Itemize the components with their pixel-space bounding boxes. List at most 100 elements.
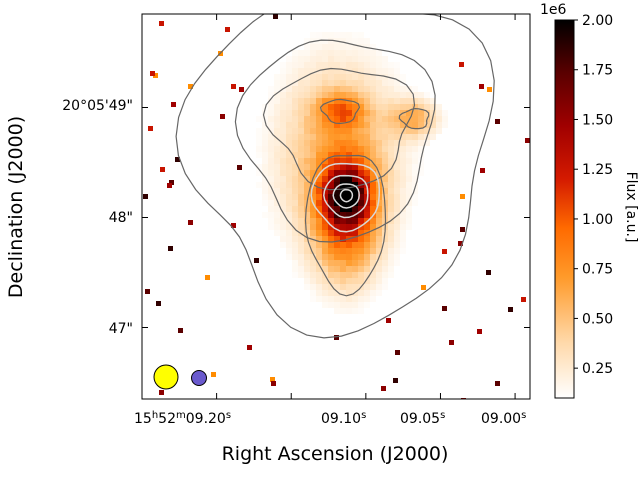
flux-pixel bbox=[352, 278, 358, 284]
flux-pixel bbox=[274, 74, 280, 80]
flux-pixel bbox=[340, 206, 346, 212]
flux-pixel bbox=[370, 236, 376, 242]
flux-pixel bbox=[316, 98, 322, 104]
flux-pixel bbox=[370, 74, 376, 80]
x-tick-label-09-20: 15h52m09.20s bbox=[134, 410, 231, 427]
flux-pixel bbox=[316, 122, 322, 128]
flux-pixel bbox=[310, 194, 316, 200]
flux-pixel bbox=[346, 164, 352, 170]
flux-pixel bbox=[400, 230, 406, 236]
flux-pixel bbox=[262, 164, 268, 170]
flux-pixel bbox=[322, 110, 328, 116]
flux-pixel bbox=[316, 260, 322, 266]
flux-pixel bbox=[340, 260, 346, 266]
flux-pixel bbox=[328, 158, 334, 164]
flux-pixel bbox=[388, 230, 394, 236]
flux-pixel bbox=[388, 182, 394, 188]
flux-pixel bbox=[346, 44, 352, 50]
colorbar-tick-label: 0.75 bbox=[582, 262, 613, 278]
flux-pixel bbox=[274, 128, 280, 134]
colorbar-tick-label: 1.50 bbox=[582, 112, 613, 128]
flux-pixel bbox=[352, 98, 358, 104]
flux-pixel bbox=[274, 134, 280, 140]
flux-pixel bbox=[340, 266, 346, 272]
flux-pixel bbox=[280, 164, 286, 170]
flux-pixel bbox=[334, 134, 340, 140]
flux-pixel bbox=[334, 152, 340, 158]
flux-pixel bbox=[382, 242, 388, 248]
flux-pixel bbox=[346, 134, 352, 140]
flux-pixel bbox=[382, 272, 388, 278]
flux-pixel bbox=[310, 224, 316, 230]
flux-pixel bbox=[298, 200, 304, 206]
flux-pixel bbox=[352, 194, 358, 200]
flux-pixel bbox=[370, 188, 376, 194]
flux-pixel bbox=[310, 146, 316, 152]
flux-pixel bbox=[352, 218, 358, 224]
flux-pixel bbox=[262, 110, 268, 116]
flux-pixel bbox=[412, 104, 418, 110]
flux-pixel bbox=[400, 104, 406, 110]
flux-pixel bbox=[352, 248, 358, 254]
flux-pixel bbox=[292, 212, 298, 218]
flux-pixel bbox=[364, 284, 370, 290]
flux-pixel bbox=[334, 176, 340, 182]
flux-pixel bbox=[358, 164, 364, 170]
flux-pixel bbox=[376, 230, 382, 236]
flux-pixel bbox=[340, 296, 346, 302]
flux-pixel bbox=[286, 80, 292, 86]
flux-pixel bbox=[412, 164, 418, 170]
flux-pixel bbox=[310, 104, 316, 110]
flux-pixel bbox=[334, 116, 340, 122]
flux-pixel bbox=[418, 110, 424, 116]
flux-pixel bbox=[340, 128, 346, 134]
flux-pixel bbox=[382, 116, 388, 122]
flux-pixel bbox=[352, 272, 358, 278]
flux-pixel bbox=[382, 284, 388, 290]
flux-pixel bbox=[334, 290, 340, 296]
flux-pixel bbox=[304, 218, 310, 224]
flux-pixel bbox=[346, 260, 352, 266]
beam-small bbox=[191, 370, 207, 386]
flux-pixel bbox=[310, 284, 316, 290]
flux-pixel bbox=[316, 176, 322, 182]
flux-pixel bbox=[328, 200, 334, 206]
flux-pixel bbox=[286, 188, 292, 194]
flux-pixel bbox=[268, 158, 274, 164]
flux-pixel bbox=[274, 140, 280, 146]
flux-pixel bbox=[430, 134, 436, 140]
flux-pixel bbox=[268, 170, 274, 176]
flux-pixel bbox=[304, 212, 310, 218]
flux-pixel bbox=[346, 140, 352, 146]
flux-pixel bbox=[364, 158, 370, 164]
flux-pixel bbox=[388, 122, 394, 128]
flux-pixel bbox=[298, 248, 304, 254]
flux-pixel bbox=[376, 116, 382, 122]
flux-pixel bbox=[370, 200, 376, 206]
flux-pixel bbox=[394, 176, 400, 182]
flux-pixel bbox=[394, 62, 400, 68]
flux-pixel bbox=[364, 128, 370, 134]
flux-pixel bbox=[298, 92, 304, 98]
flux-pixel bbox=[400, 200, 406, 206]
flux-pixel bbox=[286, 200, 292, 206]
flux-pixel bbox=[340, 68, 346, 74]
flux-pixel bbox=[286, 104, 292, 110]
flux-pixel bbox=[280, 134, 286, 140]
flux-pixel bbox=[358, 278, 364, 284]
flux-pixel bbox=[292, 272, 298, 278]
flux-pixel bbox=[436, 116, 442, 122]
flux-pixel bbox=[352, 200, 358, 206]
flux-pixel bbox=[334, 56, 340, 62]
flux-pixel bbox=[346, 122, 352, 128]
flux-pixel bbox=[280, 182, 286, 188]
flux-pixel bbox=[280, 146, 286, 152]
flux-pixel bbox=[358, 242, 364, 248]
flux-pixel bbox=[280, 242, 286, 248]
flux-pixel bbox=[388, 206, 394, 212]
flux-pixel bbox=[268, 122, 274, 128]
flux-pixel bbox=[406, 152, 412, 158]
flux-pixel bbox=[370, 92, 376, 98]
flux-pixel bbox=[352, 302, 358, 308]
flux-pixel bbox=[406, 218, 412, 224]
